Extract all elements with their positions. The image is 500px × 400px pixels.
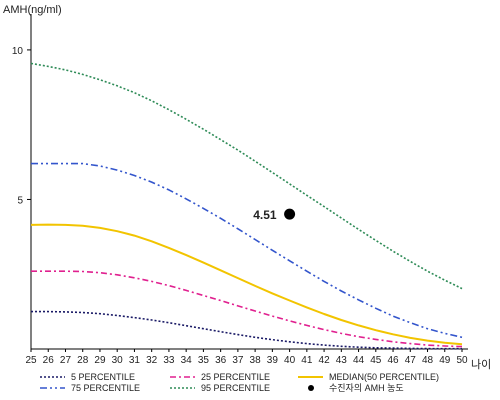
x-tick-label: 37 [232, 355, 244, 366]
x-tick-label: 27 [60, 355, 72, 366]
y-tick-label: 5 [17, 195, 23, 206]
x-tick-label: 35 [198, 355, 210, 366]
x-tick-label: 50 [456, 355, 468, 366]
x-tick-label: 39 [267, 355, 279, 366]
legend-label: 5 PERCENTILE [71, 372, 135, 382]
x-tick-label: 34 [181, 355, 193, 366]
legend-item: MEDIAN(50 PERCENTILE) [298, 372, 439, 382]
x-tick-label: 44 [353, 355, 365, 366]
x-tick-label: 25 [25, 355, 37, 366]
legend-label: MEDIAN(50 PERCENTILE) [329, 372, 439, 382]
legend-item: 수진자의 AMH 농도 [308, 383, 404, 393]
x-ticks: 25 26 27 28 29 30 31 32 33 34 35 36 37 38 39 40 41 42 43 44… [25, 349, 468, 366]
x-tick-label: 38 [250, 355, 262, 366]
legend-item: 95 PERCENTILE [170, 383, 270, 393]
x-tick-label: 28 [77, 355, 89, 366]
x-tick-label: 29 [94, 355, 106, 366]
patient-amh-point [284, 208, 296, 220]
legend-item: 25 PERCENTILE [170, 372, 270, 382]
series-line-5-percentile [31, 310, 462, 350]
series-line-25-percentile [31, 270, 463, 348]
legend-label: 75 PERCENTILE [71, 383, 140, 393]
patient-amh-value-label: 4.51 [253, 208, 277, 222]
y-axis-title: AMH(ng/ml) [3, 4, 62, 16]
series-line-75-percentile [31, 162, 463, 339]
x-tick-label: 40 [284, 355, 296, 366]
x-tick-label: 33 [163, 355, 175, 366]
legend-item: 5 PERCENTILE [40, 372, 135, 382]
legend-label: 25 PERCENTILE [201, 372, 270, 382]
series-line-median-50-percentile [30, 223, 463, 346]
x-tick-label: 48 [422, 355, 434, 366]
series-line-95-percentile [30, 62, 463, 290]
x-tick-label: 47 [405, 355, 417, 366]
x-tick-label: 42 [319, 355, 331, 366]
y-tick-label: 10 [12, 46, 24, 57]
x-tick-label: 49 [439, 355, 451, 366]
x-tick-label: 46 [387, 355, 399, 366]
legend-label: 95 PERCENTILE [201, 383, 270, 393]
x-tick-label: 43 [336, 355, 348, 366]
legend-point-marker [308, 385, 314, 391]
x-tick-label: 36 [215, 355, 227, 366]
x-tick-label: 30 [112, 355, 124, 366]
x-tick-label: 26 [43, 355, 55, 366]
y-ticks: 5 10 [12, 46, 31, 206]
x-tick-label: 41 [301, 355, 313, 366]
x-axis-title: 나이 [471, 358, 491, 371]
legend-item: 75 PERCENTILE [40, 383, 140, 393]
legend: 5 PERCENTILE 25 PERCENTILE MEDIAN(50 PERCE… [40, 372, 439, 393]
patient-point-layer: 4.51 [253, 208, 296, 222]
series-lines [30, 62, 463, 350]
x-tick-label: 45 [370, 355, 382, 366]
legend-label: 수진자의 AMH 농도 [329, 383, 404, 393]
x-tick-label: 32 [146, 355, 158, 366]
axes: AMH(ng/ml) 나이 25 26 27 28 29 30 31 32 33 34 35 36 37… [3, 4, 491, 371]
x-tick-label: 31 [129, 355, 141, 366]
